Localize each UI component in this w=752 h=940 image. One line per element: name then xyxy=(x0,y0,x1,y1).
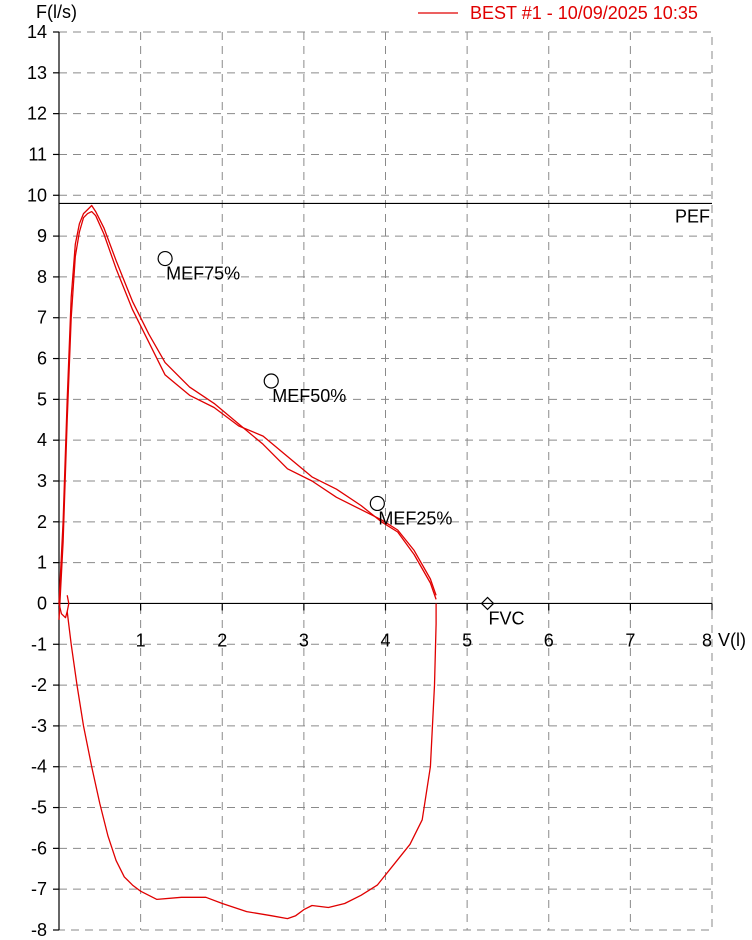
x-tick-label: 3 xyxy=(299,630,309,650)
x-tick-label: 6 xyxy=(544,630,554,650)
y-axis-title: F(l/s) xyxy=(36,2,77,22)
x-tick-label: 8 xyxy=(702,630,712,650)
y-tick-label: -6 xyxy=(31,838,47,858)
mef25-label: MEF25% xyxy=(378,508,452,528)
y-tick-label: -3 xyxy=(31,716,47,736)
y-tick-label: -8 xyxy=(31,920,47,940)
y-tick-label: 7 xyxy=(37,308,47,328)
x-tick-label: 1 xyxy=(136,630,146,650)
flow-volume-curve-inspiratory xyxy=(66,603,437,920)
marker-layer xyxy=(157,250,495,611)
y-tick-label: 3 xyxy=(37,471,47,491)
flow-volume-curve-expiratory-1 xyxy=(58,204,437,604)
y-tick-label: 5 xyxy=(37,389,47,409)
y-tick-label: 0 xyxy=(37,593,47,613)
grid-layer xyxy=(58,31,713,931)
mef75-marker xyxy=(157,250,173,267)
fvc-marker xyxy=(480,596,495,611)
flow-volume-curve-start-curl xyxy=(58,595,70,619)
fvc-label: FVC xyxy=(489,608,525,628)
y-tick-label: 4 xyxy=(37,430,47,450)
y-tick-label: -1 xyxy=(31,634,47,654)
x-tick-label: 7 xyxy=(625,630,635,650)
mef50-label: MEF50% xyxy=(272,386,346,406)
y-tick-label: 10 xyxy=(27,185,47,205)
legend: BEST #1 - 10/09/2025 10:35 xyxy=(418,3,698,23)
y-tick-label: 14 xyxy=(27,22,47,42)
y-tick-label: 13 xyxy=(27,63,47,83)
y-tick-label: 2 xyxy=(37,512,47,532)
y-tick-label: -2 xyxy=(31,675,47,695)
legend-label: BEST #1 - 10/09/2025 10:35 xyxy=(470,3,698,23)
x-tick-label: 4 xyxy=(380,630,390,650)
pef-label: PEF xyxy=(675,206,710,226)
mef75-label: MEF75% xyxy=(166,264,240,284)
y-tick-label: -4 xyxy=(31,757,47,777)
mef25-marker xyxy=(369,495,385,512)
y-tick-label: 11 xyxy=(28,144,47,164)
series-layer xyxy=(58,204,437,920)
y-tick-label: 8 xyxy=(37,267,47,287)
x-axis-title: V(l) xyxy=(718,630,746,650)
y-tick-label: -7 xyxy=(31,879,47,899)
x-tick-label: 5 xyxy=(462,630,472,650)
y-tick-label: 9 xyxy=(37,226,47,246)
y-tick-label: 6 xyxy=(37,349,47,369)
mef50-marker xyxy=(263,373,279,389)
y-tick-label: -5 xyxy=(31,798,47,818)
x-tick-label: 2 xyxy=(217,630,227,650)
y-tick-label: 12 xyxy=(27,104,47,124)
label-layer: PEF MEF75% MEF50% MEF25% FVC xyxy=(166,206,710,628)
y-tick-label: 1 xyxy=(37,553,47,573)
flow-volume-curve-expiratory-2 xyxy=(58,210,437,620)
